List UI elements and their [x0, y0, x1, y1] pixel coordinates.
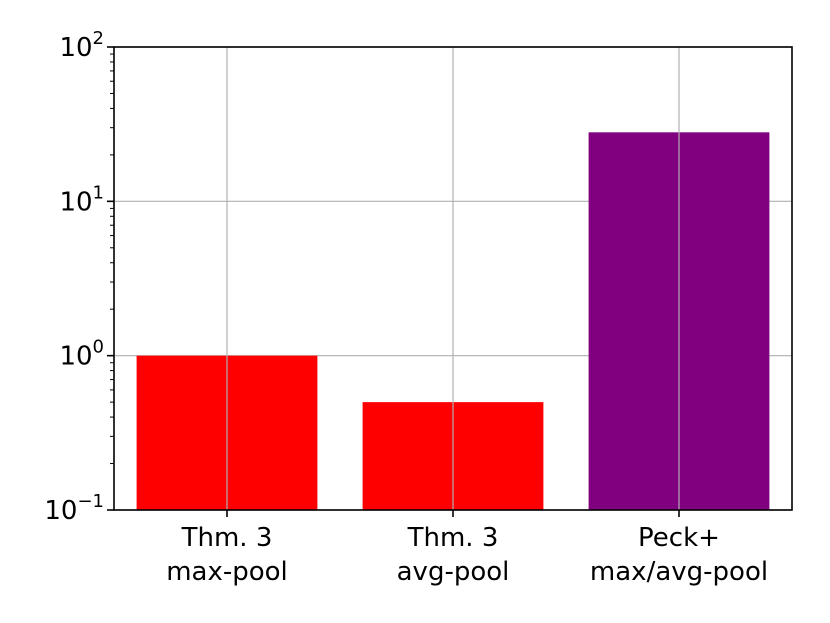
- y-ticks-layer: 10−1 100 101 102: [44, 28, 114, 526]
- x-tick-label-line2: max-pool: [166, 557, 288, 587]
- y-tick-label: 100: [59, 337, 104, 372]
- x-tick-label-line1: Thm. 3: [407, 523, 499, 553]
- x-tick-label-line1: Thm. 3: [181, 523, 273, 553]
- x-tick-label-line2: max/avg-pool: [590, 557, 768, 587]
- y-tick-label: 101: [59, 182, 104, 217]
- x-category-labels: Thm. 3 max-pool Thm. 3 avg-pool Peck+ max/avg…: [166, 510, 768, 587]
- x-tick-label-line1: Peck+: [638, 523, 720, 553]
- vertical-grid-layer: [226, 47, 680, 510]
- x-tick-label-line2: avg-pool: [397, 557, 510, 587]
- y-tick-label: 102: [59, 28, 104, 63]
- y-tick-label: 10−1: [44, 491, 104, 526]
